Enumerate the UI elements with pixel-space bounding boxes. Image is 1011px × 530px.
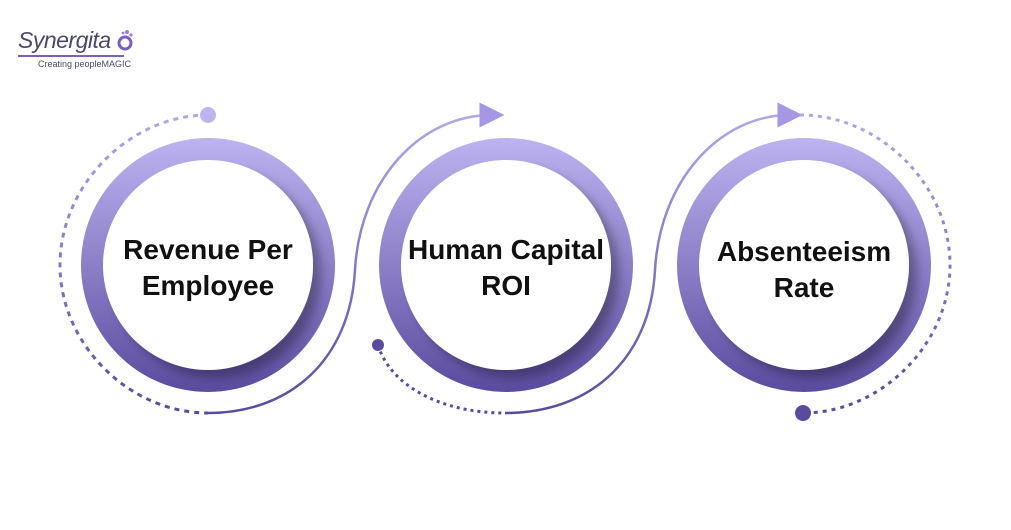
connector-solid-1: [207, 102, 505, 415]
connector-dashed-2: [376, 344, 506, 415]
connector-dashed-3: [799, 113, 952, 415]
connector-dot-end: [795, 405, 811, 421]
connector-dot-start: [200, 107, 216, 123]
connector-solid-2: [504, 102, 803, 415]
step-label-human-capital-roi: Human Capital ROI: [407, 234, 605, 301]
synergita-logo: Synergita Creating peopleMAGIC: [18, 27, 133, 69]
step-label-revenue-per-employee: Revenue Per Employee: [123, 234, 293, 301]
logo-underline: [18, 55, 124, 57]
connector-dashed-1: [58, 113, 209, 415]
step-ring-1: [81, 138, 335, 392]
logo-swirl-icon: [117, 30, 133, 51]
step-ring-3: [677, 138, 931, 392]
step-ring-2: [379, 138, 633, 392]
logo-name: Synergita: [18, 27, 111, 53]
step-label-absenteeism-rate: Absenteeism Rate: [716, 236, 892, 303]
logo-tagline: Creating peopleMAGIC: [38, 59, 132, 69]
connector-dot-2: [372, 339, 384, 351]
